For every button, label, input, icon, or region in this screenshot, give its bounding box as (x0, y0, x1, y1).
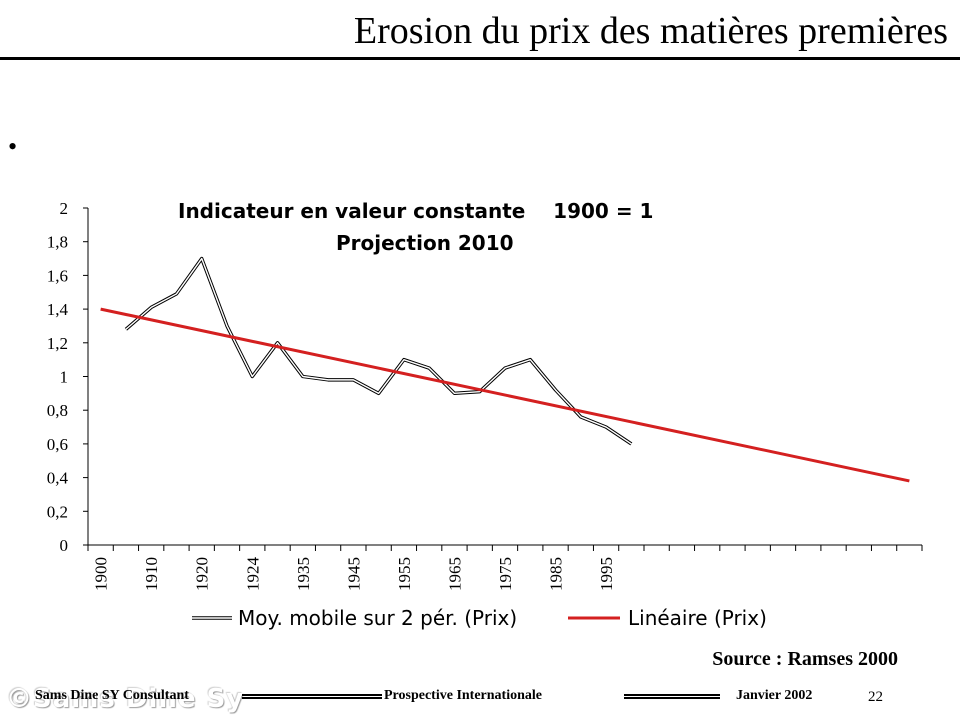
y-tick-label: 1,4 (47, 300, 69, 319)
bullet-point: • (8, 132, 18, 161)
watermark-logo: ©Sams Dine Sy (6, 684, 245, 714)
footer-date: Janvier 2002 (736, 688, 813, 703)
y-axis-ticks: 0 0,2 0,4 0,6 0,8 1 1,2 1,4 1,6 1,8 2 (47, 199, 88, 555)
footer-author: Sams Dine SY Consultant (35, 688, 189, 703)
legend-label: Moy. mobile sur 2 pér. (Prix) (238, 606, 517, 630)
y-tick-label: 0,8 (47, 401, 68, 420)
x-tick-label: 1965 (445, 557, 464, 591)
x-tick-label: 1924 (243, 557, 262, 592)
trendline-series (100, 307, 910, 483)
x-tick-label: 1945 (344, 557, 363, 591)
y-tick-label: 0,4 (47, 469, 69, 488)
source-note: Source : Ramses 2000 (712, 648, 898, 670)
chart-subtitle: Projection 2010 (336, 231, 514, 255)
x-tick-label: 1920 (193, 557, 212, 591)
page-number: 22 (868, 689, 883, 705)
footer-divider-right (624, 694, 720, 699)
y-tick-label: 1,6 (47, 266, 68, 285)
y-tick-label: 0,2 (47, 502, 68, 521)
y-tick-label: 2 (60, 199, 69, 218)
footer-divider-left (242, 694, 382, 699)
slide-title: Erosion du prix des matières premières (353, 10, 948, 52)
legend-label: Linéaire (Prix) (628, 606, 767, 630)
x-tick-label: 1910 (142, 557, 161, 591)
x-tick-label: 1935 (294, 557, 313, 591)
chart-series (100, 256, 910, 483)
chart-title: Indicateur en valeur constante 1900 = 1 (178, 199, 654, 223)
y-tick-label: 0,6 (47, 435, 68, 454)
x-tick-label: 1985 (547, 557, 566, 591)
x-tick-label: 1900 (92, 557, 111, 591)
y-tick-label: 1,2 (47, 334, 68, 353)
x-tick-label: 1995 (597, 557, 616, 591)
y-tick-label: 1 (60, 368, 69, 387)
y-tick-label: 0 (60, 536, 69, 555)
chart-title-block: Indicateur en valeur constante 1900 = 1 … (178, 195, 738, 259)
chart-legend: Moy. mobile sur 2 pér. (Prix) Linéaire (P… (192, 606, 767, 630)
x-tick-label: 1975 (496, 557, 515, 591)
title-divider (0, 57, 960, 60)
x-axis-ticks: 1900 1910 1920 1924 1935 1945 1955 1965 1975 1985… (87, 545, 923, 592)
x-tick-label: 1955 (395, 557, 414, 591)
y-tick-label: 1,8 (47, 233, 68, 252)
footer-course: Prospective Internationale (384, 688, 542, 703)
moving-average-series (125, 257, 632, 445)
moving-average-series-outline (124, 256, 633, 446)
